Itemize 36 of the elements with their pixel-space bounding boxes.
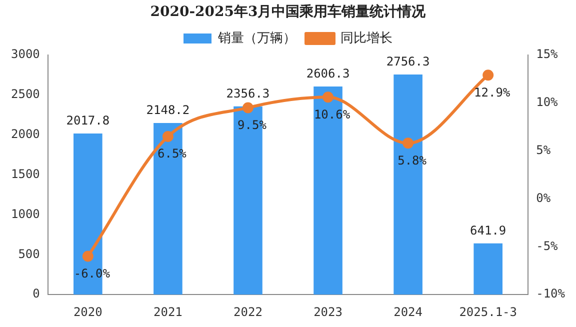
data-label: 2148.2 [146,103,190,118]
point [242,102,254,114]
y2-tick-label: -5% [536,238,559,253]
y-tick-label: 1500 [10,166,40,181]
x-tick-label: 2024 [394,304,423,319]
y2-tick-label: -10% [536,286,566,301]
x-tick-label: 2025.1-3 [459,304,517,319]
y2-tick-label: 10% [536,95,559,110]
y-tick-label: 3000 [10,47,40,62]
point [82,250,94,262]
legend-label: 同比增长 [340,30,392,46]
point [322,92,334,103]
data-label: 2756.3 [386,54,430,69]
y2-tick-label: 0% [536,190,552,205]
y-tick-label: 2000 [10,126,40,141]
point [402,138,414,149]
y-tick-label: 500 [18,246,40,261]
legend-label: 销量（万辆） [217,30,296,46]
data-label: 641.9 [470,223,506,238]
y-tick-label: 2500 [10,87,40,102]
x-tick-label: 2023 [314,304,342,319]
y-tick-label: 1000 [10,206,40,221]
data-label: 2017.8 [66,114,110,128]
chart-title: 2020-2025年3月中国乘用车销量统计情况 [149,3,427,22]
data-label: 2606.3 [306,66,350,81]
data-label: 12.9% [474,85,511,100]
y2-tick-label: 5% [536,142,552,157]
x-tick-label: 2020 [73,304,102,319]
point [482,70,494,81]
x-tick-label: 2022 [234,304,262,319]
y2-tick-label: 15% [536,47,559,62]
y-tick-label: 0 [32,286,40,301]
data-label: 2356.3 [226,86,270,101]
point [162,130,174,142]
x-tick-label: 2021 [153,304,182,319]
bar [474,243,502,295]
